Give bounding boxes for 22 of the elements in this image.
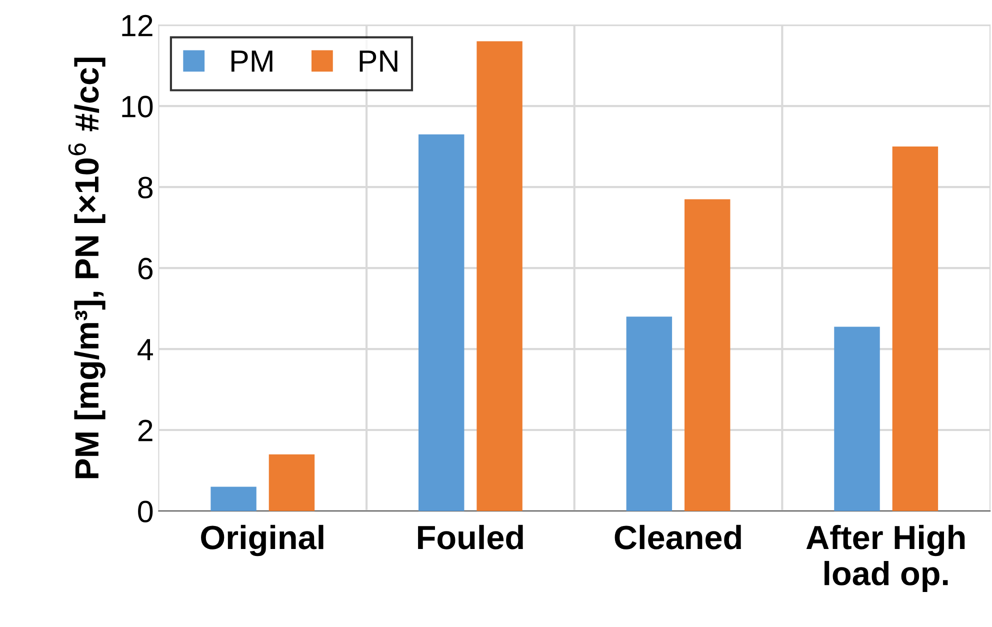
x-tick-label: Original [201,524,324,556]
y-tick-label: 0 [138,500,153,522]
x-tick-label: Fouled [418,524,523,550]
y-tick-label: 12 [122,14,152,36]
y-tick-label: 8 [138,176,153,198]
y-tick-label: 10 [122,96,153,118]
bar [834,326,880,512]
bar [626,316,672,512]
y-axis-title: PM [mg/m³], PN [×10$^{6}$ #/cc] [68,58,106,478]
bar [476,41,522,512]
legend-label: PN [360,50,398,72]
legend-label: PM [232,50,272,72]
x-tick-label: Cleaned [614,524,741,550]
x-tick-label: After High load op. [806,524,965,592]
bar [268,454,315,512]
bar [684,199,730,512]
y-tick-label: 6 [138,258,153,280]
y-tick-label: 4 [138,339,153,360]
y-tick-label: 2 [138,420,152,442]
bar [210,486,256,512]
bar [418,134,464,512]
bar [892,146,938,512]
